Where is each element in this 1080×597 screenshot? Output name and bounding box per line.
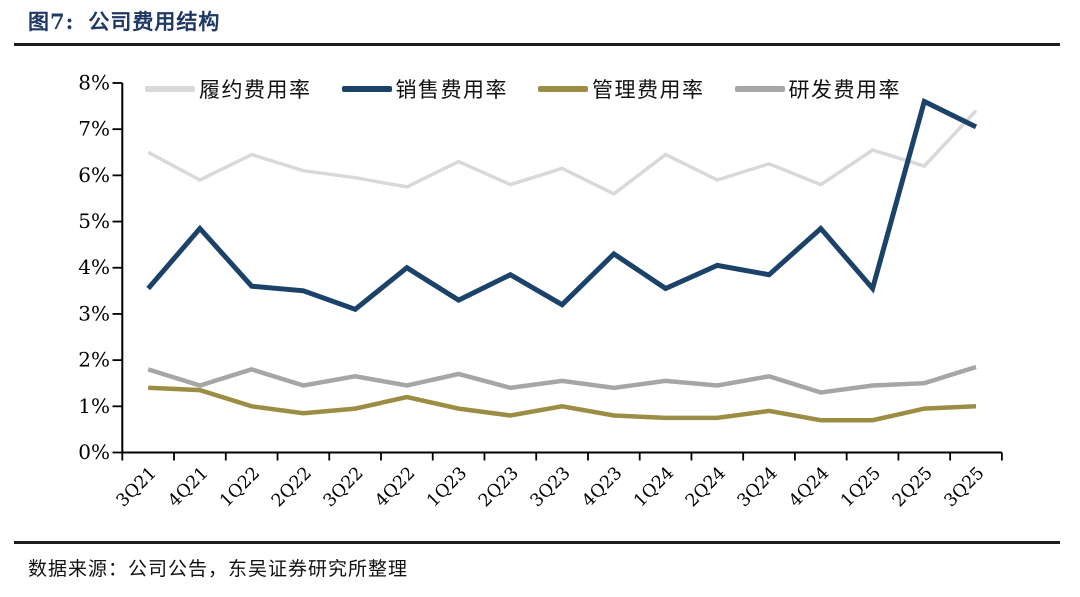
legend-swatch-admin xyxy=(538,86,588,92)
y-axis-tick-label: 0% xyxy=(78,440,110,464)
figure-number-label: 图7: xyxy=(28,9,75,34)
x-axis-tick-label: 4Q23 xyxy=(578,463,626,511)
series-line-0 xyxy=(147,109,978,196)
x-axis-tick-label: 2Q22 xyxy=(268,463,316,511)
legend-item-sales-expense: 销售费用率 xyxy=(341,74,509,104)
y-axis-tick-label: 6% xyxy=(78,163,110,187)
x-axis-tick-label: 3Q22 xyxy=(320,463,368,511)
figure-title: 图7: 公司费用结构 xyxy=(28,6,220,36)
x-axis-tick-label: 3Q25 xyxy=(941,463,989,511)
x-axis-tick-label: 4Q21 xyxy=(165,463,213,511)
y-axis-tick-label: 3% xyxy=(78,301,110,325)
x-axis-tick-label: 4Q22 xyxy=(372,463,420,511)
series-line-3 xyxy=(147,364,977,395)
bottom-divider-line xyxy=(14,541,1060,544)
legend-swatch-rnd xyxy=(734,86,785,92)
y-axis-tick-label: 2% xyxy=(78,348,110,372)
series-line-1 xyxy=(146,97,978,313)
chart-legend: 履约费用率 销售费用率 管理费用率 研发费用率 xyxy=(145,74,901,104)
legend-item-admin-expense: 管理费用率 xyxy=(538,74,705,104)
legend-label: 管理费用率 xyxy=(592,78,705,102)
x-axis-tick-label: 1Q23 xyxy=(423,463,471,511)
y-axis-tick-label: 1% xyxy=(78,394,110,418)
y-axis-tick-label: 5% xyxy=(78,209,110,233)
y-axis-tick-label: 8% xyxy=(78,70,110,94)
x-axis-tick-label: 1Q22 xyxy=(216,463,264,511)
legend-item-fulfillment-expense: 履约费用率 xyxy=(145,74,312,104)
x-axis-tick-label: 3Q21 xyxy=(113,463,161,511)
figure-title-text: 公司费用结构 xyxy=(88,9,221,34)
x-axis-tick-label: 1Q24 xyxy=(630,463,678,511)
top-divider-line xyxy=(14,43,1060,46)
legend-label: 销售费用率 xyxy=(395,78,508,102)
legend-label: 履约费用率 xyxy=(199,78,312,102)
x-axis-tick-label: 2Q23 xyxy=(475,463,523,511)
y-axis-tick-label: 4% xyxy=(78,255,110,279)
legend-item-rnd-expense: 研发费用率 xyxy=(734,74,902,104)
series-line-2 xyxy=(148,385,977,423)
x-axis-tick-label: 1Q25 xyxy=(837,463,885,511)
x-axis-tick-label: 2Q24 xyxy=(682,463,730,511)
legend-label: 研发费用率 xyxy=(788,78,901,102)
x-axis-tick-label: 4Q24 xyxy=(785,463,833,511)
data-source-note: 数据来源：公司公告，东吴证券研究所整理 xyxy=(28,558,409,580)
chart-axes xyxy=(121,82,1002,454)
legend-swatch-fulfillment xyxy=(145,86,195,92)
x-axis-tick-label: 2Q25 xyxy=(889,463,937,511)
x-axis-tick-label: 3Q24 xyxy=(734,463,782,511)
x-axis-tick-label: 3Q23 xyxy=(527,463,575,511)
legend-swatch-sales xyxy=(341,86,392,92)
y-axis-tick-label: 7% xyxy=(78,117,110,141)
